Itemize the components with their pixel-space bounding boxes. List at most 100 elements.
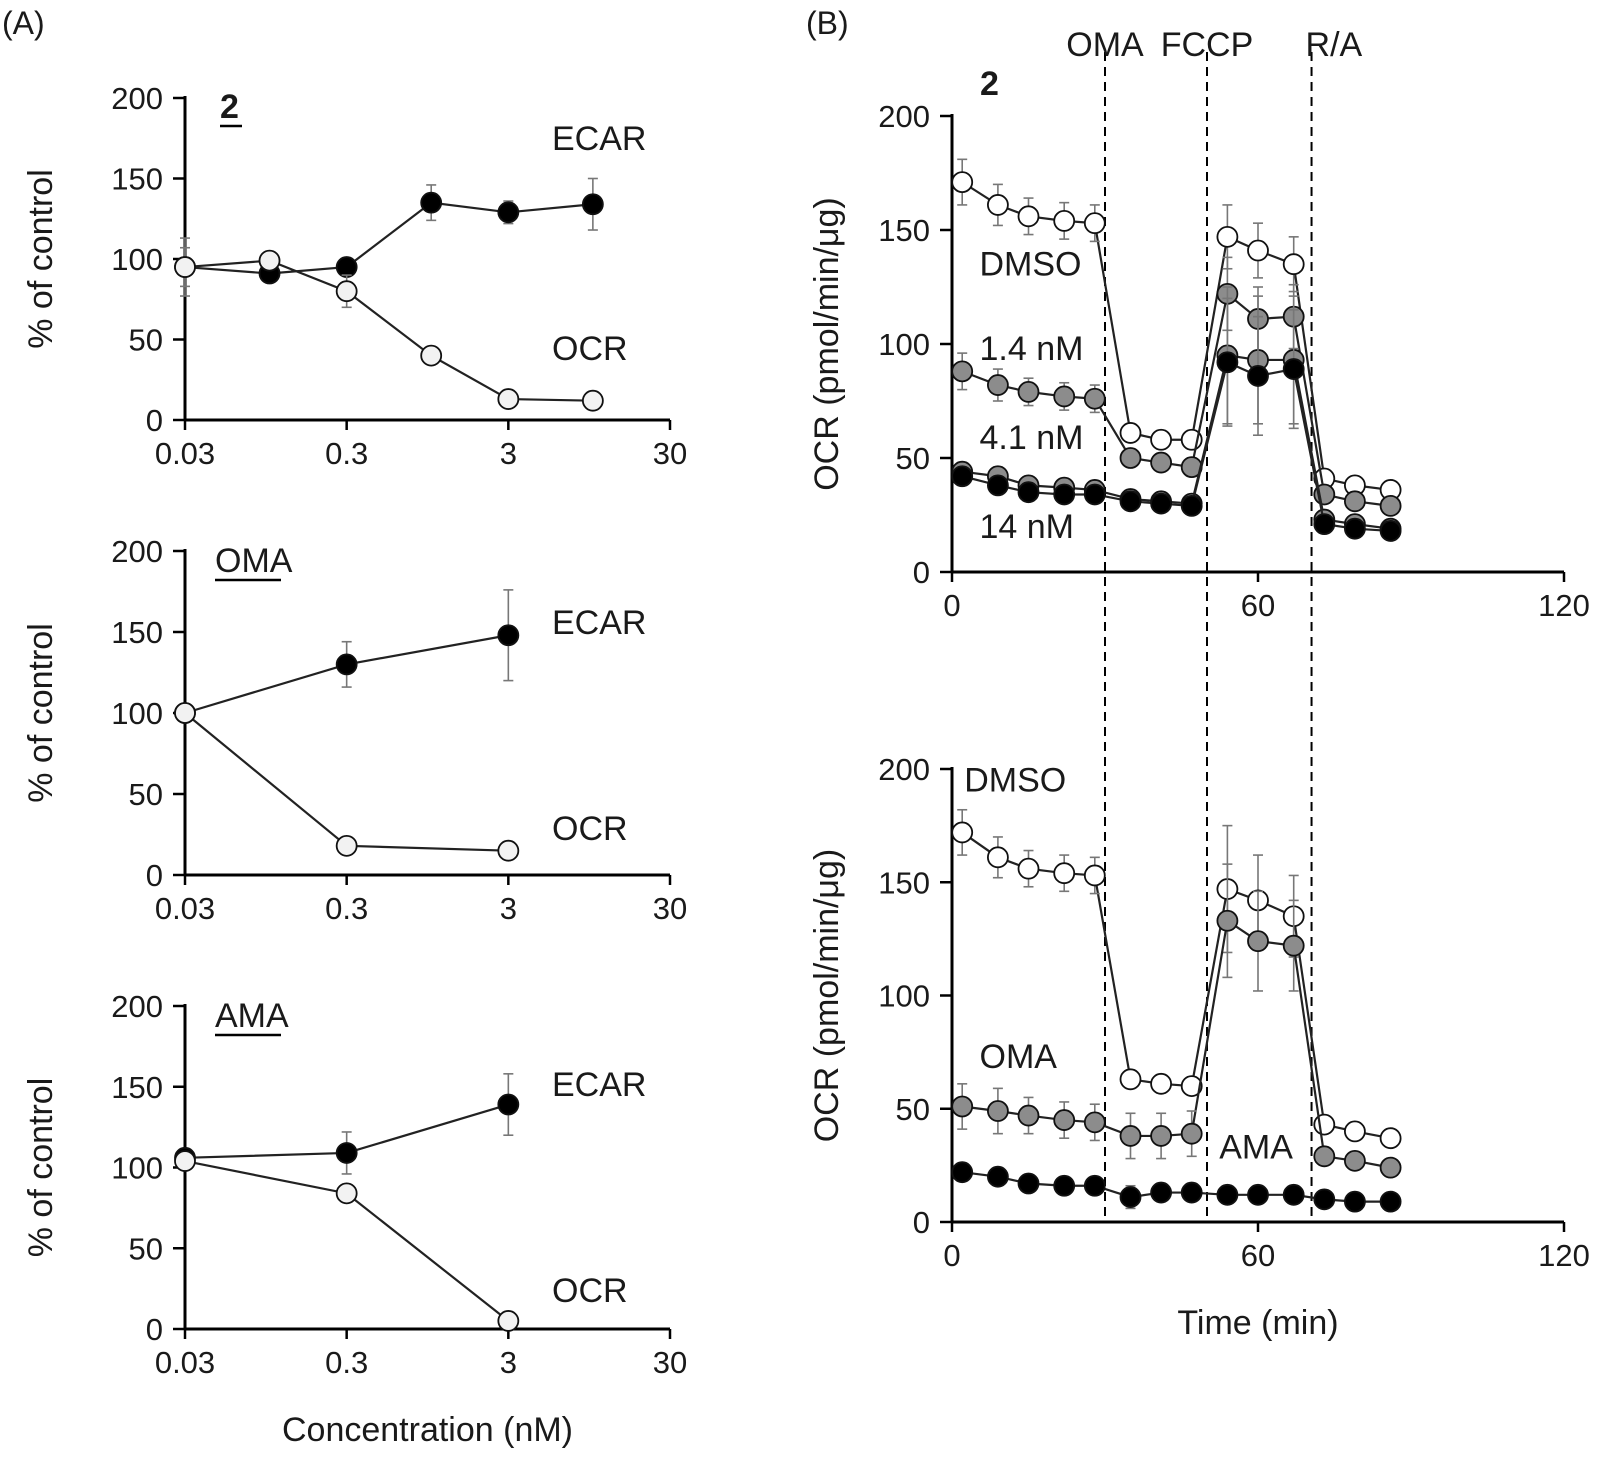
data-point (1053, 1109, 1076, 1131)
data-point (987, 1165, 1009, 1188)
data-point (1216, 1183, 1239, 1206)
y-tick-label: 50 (129, 777, 163, 812)
x-tick-label: 0.3 (325, 891, 368, 926)
data-point (1150, 1072, 1172, 1095)
series-label: ECAR (552, 1066, 646, 1104)
y-tick-label: 0 (146, 403, 163, 438)
data-point (1119, 422, 1142, 444)
data-point (951, 1161, 974, 1184)
series-annotation: DMSO (964, 762, 1066, 800)
data-point (1150, 1181, 1172, 1204)
data-point (1017, 481, 1040, 504)
x-tick-label: 30 (653, 891, 687, 926)
data-point (1344, 1190, 1366, 1213)
y-tick-label: 150 (111, 1070, 163, 1105)
data-point (497, 201, 520, 224)
data-point (174, 1150, 196, 1172)
data-point (951, 1095, 974, 1118)
x-axis-label: Time (min) (1177, 1304, 1338, 1342)
data-point (1017, 205, 1040, 228)
data-point (1017, 380, 1040, 403)
series-annotation: AMA (1219, 1129, 1293, 1167)
y-tick-label: 200 (878, 752, 930, 787)
data-point (1247, 365, 1269, 387)
data-point (335, 653, 358, 676)
data-point (1216, 225, 1239, 248)
chart-concentration-ama: 0 50 100 150 200 0.03 0.3 3 30 % of control Concen… (22, 989, 687, 1449)
y-tick-label: 100 (111, 696, 163, 731)
series-annotation: 4.1 nM (980, 419, 1084, 457)
data-point (581, 193, 604, 216)
data-point (420, 191, 443, 214)
x-tick-label: 120 (1538, 588, 1590, 623)
series-line (184, 259, 593, 402)
data-point (1379, 1190, 1402, 1213)
y-axis-label: % of control (22, 169, 60, 349)
panel-label-a: (A) (2, 5, 45, 41)
data-point (1083, 1111, 1106, 1134)
y-tick-label: 0 (146, 1312, 163, 1347)
data-point (1053, 209, 1076, 232)
chart-title: 2 (980, 65, 999, 103)
data-point (174, 702, 196, 724)
chart-time-course-inhibitors: 0 50 100 150 200 0 60 120 OCR (pmol/min/μg) Time … (808, 752, 1590, 1342)
data-point (1180, 494, 1203, 517)
data-point (1083, 864, 1106, 887)
data-point (1344, 490, 1366, 513)
data-point (1313, 1113, 1336, 1136)
x-tick-label: 120 (1538, 1238, 1590, 1273)
x-tick-label: 3 (500, 1345, 517, 1380)
y-tick-label: 0 (913, 555, 930, 590)
data-point (258, 249, 281, 272)
data-point (1150, 451, 1172, 474)
series-label: OCR (552, 330, 628, 368)
y-tick-label: 200 (878, 99, 930, 134)
data-point (1119, 1186, 1142, 1208)
x-tick-label: 60 (1241, 1238, 1275, 1273)
y-tick-label: 50 (896, 441, 930, 476)
injection-label: R/A (1306, 26, 1363, 64)
y-tick-label: 50 (896, 1092, 930, 1127)
data-point (1282, 934, 1305, 957)
data-point (1379, 1156, 1402, 1179)
data-point (1017, 1104, 1040, 1127)
chart-concentration-oma: 0 50 100 150 200 0.03 0.3 3 30 % of control OMA ECA… (22, 534, 687, 926)
chart-title: OMA (215, 542, 293, 580)
data-point (335, 1142, 358, 1164)
data-point (497, 1310, 520, 1332)
data-point (1180, 1075, 1203, 1097)
series-line (184, 201, 593, 275)
panel-label-b: (B) (806, 5, 849, 41)
y-axis-label: OCR (pmol/min/μg) (808, 197, 846, 491)
data-point (335, 256, 358, 278)
chart-concentration-2: 0 50 100 150 200 0.03 0.3 3 30 % of control 2 ECAR O… (22, 81, 687, 471)
series-annotation: 14 nM (980, 508, 1075, 546)
data-point (497, 839, 520, 862)
data-point (1119, 490, 1142, 513)
data-point (1180, 1181, 1203, 1204)
data-point (951, 360, 974, 383)
chart-title: 2 (220, 88, 239, 126)
data-point (1247, 1183, 1269, 1206)
y-tick-label: 0 (146, 858, 163, 893)
data-point (987, 374, 1009, 396)
data-point (335, 834, 358, 857)
data-point (1379, 1127, 1402, 1150)
y-tick-label: 100 (111, 242, 163, 277)
series-label: ECAR (552, 120, 646, 158)
data-point (1083, 483, 1106, 506)
x-tick-label: 3 (500, 436, 517, 471)
data-point (1313, 1145, 1336, 1168)
y-axis-label: OCR (pmol/min/μg) (808, 849, 846, 1143)
data-point (497, 1093, 520, 1116)
y-tick-label: 150 (111, 615, 163, 650)
y-tick-label: 50 (129, 1231, 163, 1266)
y-tick-label: 100 (111, 1151, 163, 1186)
y-tick-label: 150 (878, 213, 930, 248)
series-label: OCR (552, 810, 628, 848)
data-point (1053, 385, 1076, 408)
y-axis-label: % of control (22, 1078, 60, 1258)
data-point (1119, 1125, 1142, 1147)
data-point (1379, 494, 1402, 517)
